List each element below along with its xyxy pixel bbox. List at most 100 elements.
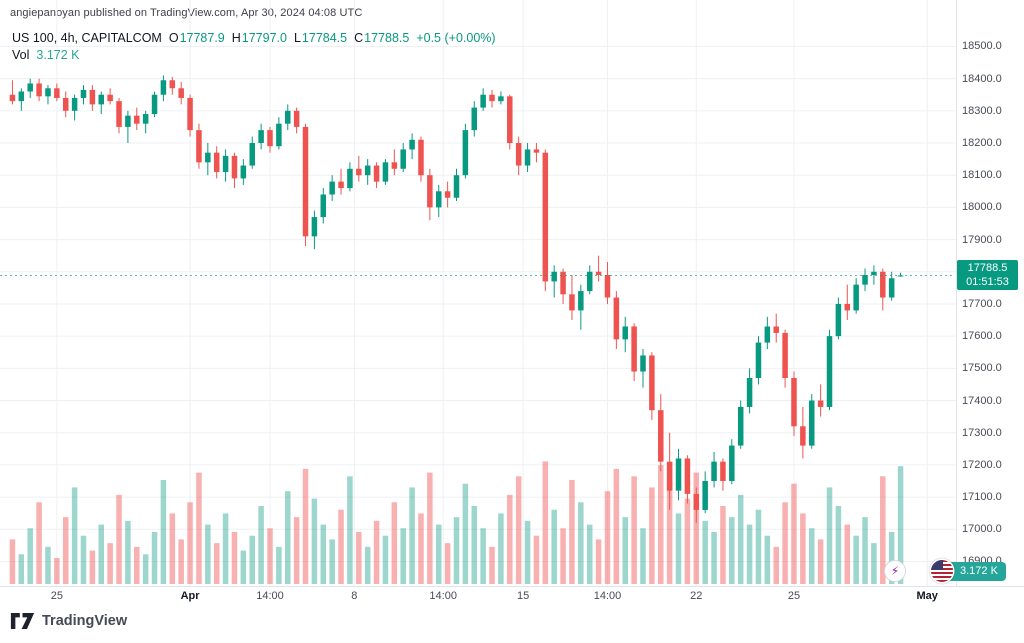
volume-bar — [897, 466, 904, 584]
candle-body — [684, 458, 691, 494]
volume-bar — [782, 502, 788, 584]
candle-body — [89, 89, 96, 105]
tradingview-logo[interactable]: TradingView — [10, 611, 127, 631]
candle-body — [862, 274, 868, 285]
volume-bar — [71, 487, 78, 584]
volume-bar — [427, 472, 433, 584]
volume-bar — [27, 528, 33, 584]
volume-bar — [551, 509, 557, 584]
candle-body — [853, 284, 859, 311]
volume-bar — [364, 546, 371, 584]
candle-body — [27, 83, 33, 92]
volume-bar — [125, 520, 131, 584]
candle-body — [347, 168, 353, 189]
candle-body — [134, 115, 140, 124]
volume-bar — [658, 465, 664, 584]
volume-bar — [844, 524, 851, 584]
candle-body — [276, 123, 282, 147]
volume-axis-label: 3.172 K — [946, 562, 1006, 581]
candle-body — [755, 342, 762, 378]
time-axis-label: 14:00 — [256, 590, 284, 602]
candle-body — [702, 480, 708, 510]
candle-body — [356, 168, 362, 176]
candle-body — [560, 271, 566, 295]
volume-bar — [98, 524, 105, 584]
candle-body — [578, 291, 584, 311]
volume-bar — [569, 480, 575, 584]
volume-bar — [435, 524, 442, 584]
candle-body — [773, 326, 779, 333]
candle-body — [71, 97, 78, 111]
flag-canton — [931, 560, 943, 570]
price-axis-label: 18200.0 — [962, 137, 1002, 149]
volume-bar — [151, 532, 158, 584]
symbol-title[interactable]: US 100, 4h, CAPITALCOM — [12, 31, 162, 45]
candle-body — [125, 115, 131, 127]
volume-bar — [320, 524, 327, 584]
candle-body — [817, 400, 824, 407]
bar-countdown: 01:51:53 — [966, 276, 1009, 289]
close-value: C 17788.5 — [354, 31, 410, 45]
open-value: O 17787.9 — [168, 31, 225, 45]
volume-bar — [267, 528, 273, 584]
candle-body — [658, 410, 664, 462]
boost-button[interactable]: ⚡ — [884, 560, 906, 582]
candle-body — [18, 91, 25, 102]
candle-body — [880, 271, 886, 298]
candle-body — [409, 139, 415, 150]
volume-bar — [213, 543, 220, 584]
volume-bar — [480, 528, 486, 584]
price-axis-label: 18500.0 — [962, 40, 1002, 53]
candle-body — [471, 107, 478, 131]
volume-bar — [249, 535, 255, 584]
price-axis-label: 17500.0 — [962, 362, 1002, 375]
candle-body — [9, 94, 16, 102]
candle-body — [400, 149, 406, 169]
candle-body — [418, 139, 424, 176]
candle-body — [871, 271, 877, 275]
candle-body — [427, 175, 433, 208]
candle-body — [489, 94, 495, 102]
price-axis-label: 17000.0 — [962, 523, 1002, 536]
candle-body — [844, 303, 851, 311]
volume-bar — [169, 513, 176, 584]
candle-body — [142, 114, 149, 124]
volume-bar — [888, 532, 895, 584]
attribution-text: angiepanoyan published on TradingView.co… — [10, 7, 363, 19]
candle-body — [693, 493, 700, 510]
volume-bar — [409, 487, 415, 584]
price-axis-label: 17400.0 — [962, 394, 1002, 407]
candle-body — [285, 110, 291, 124]
low-value: L 17784.5 — [293, 31, 348, 45]
volume-bar — [347, 476, 353, 584]
volume-bar — [631, 476, 637, 584]
time-axis[interactable]: 25 Apr 14:00 8 14:00 15 14:00 22 25 May — [0, 586, 1024, 608]
candle-body — [746, 377, 753, 407]
last-price-value: 17788.5 — [967, 262, 1008, 275]
volume-bar — [711, 532, 717, 584]
candle-body — [800, 426, 806, 446]
candle-body — [62, 97, 69, 111]
volume-bar — [853, 535, 859, 584]
candle-body — [187, 97, 193, 131]
candle-body — [711, 461, 717, 481]
candle-body — [888, 278, 895, 298]
volume-bar — [356, 532, 362, 584]
volume-bar — [746, 524, 753, 584]
volume-bar — [649, 487, 655, 584]
candle-body — [302, 126, 309, 237]
volume-bar — [293, 517, 300, 584]
candle-body — [222, 155, 229, 172]
volume-bar — [338, 509, 344, 584]
volume-bar — [622, 517, 628, 584]
candle-body — [586, 271, 593, 292]
time-axis-label: 22 — [690, 590, 703, 602]
time-axis-label: May — [916, 590, 938, 602]
volume-bar — [578, 502, 584, 584]
volume-bar — [764, 535, 771, 584]
price-axis-label: 17700.0 — [962, 297, 1002, 310]
candle-body — [631, 326, 637, 372]
candle-body — [391, 162, 398, 169]
price-axis[interactable]: 18500.0 18400.0 18300.0 18200.0 18100.0 18000… — [957, 0, 1024, 586]
